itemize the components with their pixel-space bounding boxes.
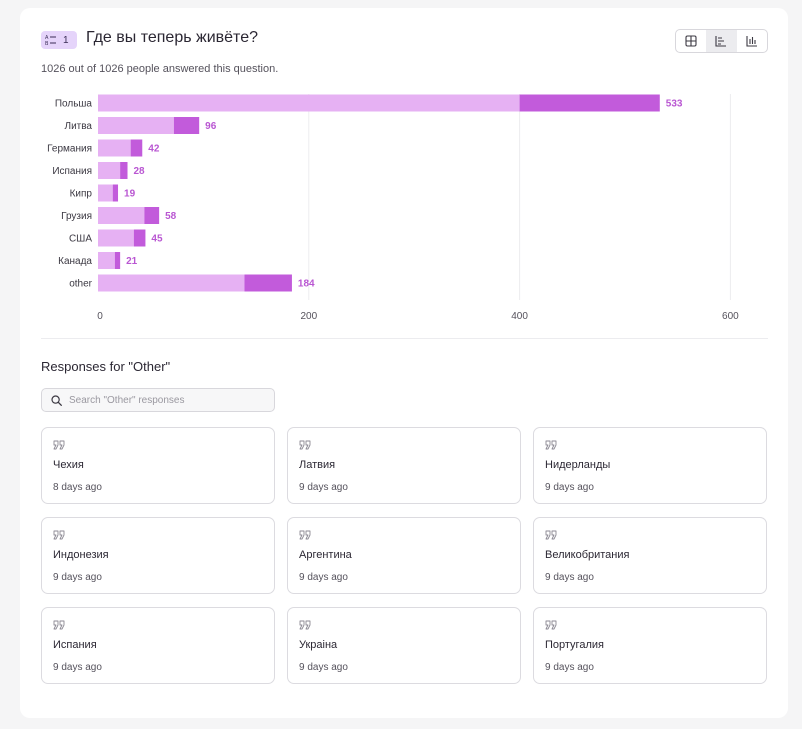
x-tick-label: 600 [722,311,739,322]
response-time: 9 days ago [299,662,348,673]
bar-value-label: 28 [134,166,146,177]
response-answer: Индонезия [53,549,109,561]
bar-segment-base [98,274,245,292]
other-responses-title: Responses for "Other" [41,359,171,374]
response-answer: Аргентина [299,549,352,561]
responses-grid: Чехия 8 days ago Латвия 9 days ago Нидерланд… [41,427,767,684]
quote-icon [545,530,557,540]
response-time: 9 days ago [53,572,102,583]
response-card: Украіна 9 days ago [287,607,521,684]
bar-value-label: 184 [298,279,315,290]
bar-segment-base [98,117,174,134]
category-label: Польша [55,99,93,110]
bar-segment-base [98,162,121,179]
response-time: 9 days ago [545,482,594,493]
bar-segment-base [98,139,131,157]
quote-icon [299,530,311,540]
vertical-bar-view-button[interactable] [737,30,767,52]
view-switcher [675,29,768,53]
table-view-button[interactable] [676,30,706,52]
response-answer: Испания [53,639,97,651]
bar-value-label: 533 [666,99,683,110]
quote-icon [53,440,65,450]
bar-segment-highlight [173,117,200,134]
section-divider [41,338,768,339]
response-answer: Португалия [545,639,604,651]
bar-segment-base [98,252,115,269]
bar-value-label: 42 [148,144,160,155]
category-label: Германия [47,144,92,155]
quote-icon [545,620,557,630]
response-card: Аргентина 9 days ago [287,517,521,594]
response-answer: Нидерланды [545,459,611,471]
bar-segment-base [98,184,113,202]
response-card: Нидерланды 9 days ago [533,427,767,504]
multiple-choice-icon: A B [45,35,56,46]
bar-segment-highlight [519,94,660,112]
category-label: Испания [52,166,92,177]
response-time: 9 days ago [545,572,594,583]
response-time: 9 days ago [299,572,348,583]
response-card: Индонезия 9 days ago [41,517,275,594]
response-time: 9 days ago [545,662,594,673]
quote-icon [299,620,311,630]
bar-segment-base [98,229,134,247]
category-label: Кипр [70,189,93,200]
category-label: США [69,234,92,245]
table-grid-icon [685,35,697,47]
quote-icon [299,440,311,450]
response-answer: Великобритания [545,549,630,561]
question-badge: A B 1 [41,31,77,49]
question-title: Где вы теперь живёте? [86,29,258,46]
response-time: 8 days ago [53,482,102,493]
response-answer: Украіна [299,639,338,651]
x-tick-label: 200 [300,311,317,322]
bar-value-label: 45 [151,234,163,245]
bar-chart: 0 200 400 600 Польша 533 Литва 96 Германия 42 Испа… [20,88,788,328]
response-time: 9 days ago [53,662,102,673]
question-card: A B 1 Где вы теперь живёте? [20,8,788,718]
category-label: Литва [65,121,93,132]
response-card: Великобритания 9 days ago [533,517,767,594]
bar-segment-highlight [144,207,160,224]
svg-text:A: A [45,35,49,41]
quote-icon [53,530,65,540]
answered-count: 1026 out of 1026 people answered this qu… [41,63,279,75]
bar-segment-highlight [114,252,121,269]
bar-segment-highlight [120,162,128,179]
svg-text:B: B [45,41,49,46]
bar-segment-base [98,94,520,112]
response-time: 9 days ago [299,482,348,493]
bar-value-label: 21 [126,256,138,267]
bar-chart-svg: 0 200 400 600 Польша 533 Литва 96 Германия 42 Испа… [47,94,739,322]
horizontal-bar-chart-icon [715,36,727,47]
category-label: Канада [58,256,92,267]
bar-value-label: 19 [124,189,136,200]
bar-segment-highlight [112,184,119,202]
bar-value-label: 58 [165,211,177,222]
response-card: Португалия 9 days ago [533,607,767,684]
bar-segment-highlight [133,229,146,247]
response-card: Испания 9 days ago [41,607,275,684]
response-card: Латвия 9 days ago [287,427,521,504]
quote-icon [545,440,557,450]
bar-segment-highlight [244,274,292,292]
bar-value-label: 96 [205,121,217,132]
response-answer: Чехия [53,459,84,471]
category-label: other [69,279,92,290]
bar-segment-highlight [130,139,143,157]
x-tick-label: 0 [97,311,103,322]
question-number: 1 [63,34,69,46]
quote-icon [53,620,65,630]
category-label: Грузия [61,211,92,222]
response-card: Чехия 8 days ago [41,427,275,504]
response-answer: Латвия [299,459,336,471]
search-input[interactable] [69,394,259,406]
other-responses-search [41,388,275,412]
bar-segment-base [98,207,145,224]
horizontal-bar-view-button[interactable] [706,30,737,52]
x-tick-label: 400 [511,311,528,322]
vertical-bar-chart-icon [746,36,757,47]
search-icon [51,394,62,406]
